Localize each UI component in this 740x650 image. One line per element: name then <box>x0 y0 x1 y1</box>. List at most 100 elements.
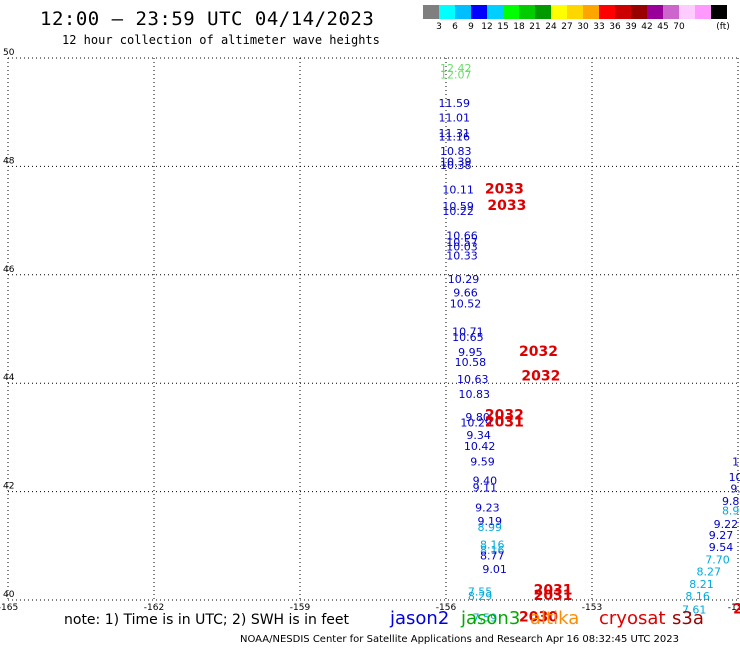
wave-height-label: 11.59 <box>439 97 471 110</box>
satellite-legend-altika: altika <box>530 608 580 629</box>
wave-height-label: 12.42 <box>440 62 472 75</box>
wave-height-label: 9.59 <box>470 456 495 469</box>
wave-height-label: 10 <box>729 471 740 484</box>
units-note: note: 1) Time is in UTC; 2) SWH is in fe… <box>64 612 350 628</box>
wave-height-label: 8.16 <box>480 539 505 552</box>
colorbar-label: 9 <box>468 22 474 32</box>
wave-height-label: 10.11 <box>442 184 474 197</box>
pass-time-label: 2032 <box>521 368 560 384</box>
wave-height-label: 8.9 <box>722 504 740 517</box>
y-tick-label: 46 <box>3 265 15 275</box>
colorbar-label: 3 <box>436 22 442 32</box>
wave-height-label: 10.83 <box>458 388 490 401</box>
wave-height-label: 9.11 <box>473 482 498 495</box>
x-tick-label: -150 <box>728 603 740 613</box>
satellite-legend-jason3: jason3 <box>461 608 521 629</box>
pass-time-label: 2033 <box>487 198 526 214</box>
wave-height-label: 10.63 <box>457 373 489 386</box>
pass-time-label: 2031 <box>485 415 524 431</box>
wave-height-label: 9.40 <box>473 475 498 488</box>
wave-height-label: 8.77 <box>480 549 505 562</box>
colorbar-label: 21 <box>529 22 541 32</box>
wave-height-label: 9.19 <box>478 515 503 528</box>
wave-height-label: 12.07 <box>440 69 472 82</box>
colorbar-label: 6 <box>452 22 458 32</box>
colorbar-label: 70 <box>673 22 685 32</box>
colorbar-label: 15 <box>497 22 509 32</box>
colorbar-label: 42 <box>641 22 653 32</box>
colorbar-unit: (ft) <box>716 22 730 32</box>
colorbar-label: 45 <box>657 22 669 32</box>
wave-height-label: 11.16 <box>439 130 471 143</box>
wave-height-label: 10.38 <box>440 159 472 172</box>
wave-height-label: 8.21 <box>689 578 714 591</box>
wave-height-label: 10.29 <box>448 273 480 286</box>
x-tick-label: -153 <box>582 603 602 613</box>
colorbar-label: 12 <box>481 22 493 32</box>
wave-height-label: 9.66 <box>453 286 478 299</box>
colorbar-swatch <box>711 5 728 19</box>
colorbar-label: 36 <box>609 22 621 32</box>
wave-height-label: 9.95 <box>458 346 483 359</box>
chart-subtitle: 12 hour collection of altimeter wave hei… <box>62 33 380 47</box>
wave-height-label: 10.59 <box>442 200 474 213</box>
y-tick-label: 44 <box>3 373 15 383</box>
wave-height-label: 7.70 <box>705 554 730 567</box>
colorbar-label: 27 <box>561 22 573 32</box>
pass-time-label: 2032 <box>519 344 558 360</box>
y-tick-label: 42 <box>3 482 14 492</box>
wave-height-label: 10.65 <box>452 331 484 344</box>
pass-time-label: 2032 <box>485 408 524 424</box>
x-tick-label: -162 <box>144 603 164 613</box>
colorbar-label: 39 <box>625 22 637 32</box>
wave-height-label: 10.29 <box>460 417 492 430</box>
wave-height-label: 9.22 <box>714 518 739 531</box>
wave-height-label: 9.01 <box>482 563 507 576</box>
chart-title: 12:00 – 23:59 UTC 04/14/2023 <box>40 8 375 30</box>
wave-height-label: 11.01 <box>439 111 471 124</box>
wave-height-label: 10.83 <box>440 145 472 158</box>
wave-height-label: 10.22 <box>442 205 474 218</box>
wave-height-label: 7.61 <box>682 604 707 617</box>
wave-height-label: 9.80 <box>465 411 490 424</box>
wave-height-label: 10.71 <box>452 326 484 339</box>
colorbar-label: 30 <box>577 22 589 32</box>
credit-line: NOAA/NESDIS Center for Satellite Applica… <box>240 634 679 645</box>
wave-height-label: 9.27 <box>709 529 734 542</box>
colorbar-label: 24 <box>545 22 557 32</box>
pass-time-label: 2033 <box>485 182 524 198</box>
wave-height-label: 8.29 <box>468 590 493 603</box>
pass-time-label: 2030 <box>519 610 558 626</box>
wave-height-label: 8.27 <box>697 566 722 579</box>
wave-height-label: 10.42 <box>464 440 496 453</box>
colorbar-label: 18 <box>513 22 525 32</box>
wave-height-label: 9. <box>730 483 740 496</box>
wave-height-label: 8.16 <box>480 544 505 557</box>
wave-height-label: 10.33 <box>446 250 478 263</box>
wave-height-label: 10.57 <box>446 236 478 249</box>
wave-height-label: 10.03 <box>446 240 478 253</box>
wave-height-label: 1 <box>732 456 739 469</box>
wave-height-label: 9.54 <box>709 541 734 554</box>
wave-height-label: 10.58 <box>455 356 487 369</box>
x-tick-label: -156 <box>436 603 457 613</box>
pass-time-label: 2031 <box>534 588 573 604</box>
satellite-legend-jason2: jason2 <box>390 608 450 629</box>
wave-height-label: 8.16 <box>685 590 710 603</box>
x-tick-label: -165 <box>0 603 18 613</box>
wave-height-label: 7.59 <box>473 612 498 625</box>
x-tick-label: -159 <box>290 603 311 613</box>
satellite-legend-cryosat: cryosat <box>599 608 666 629</box>
wave-height-label: 10.66 <box>446 230 478 243</box>
wave-height-label: 9.23 <box>475 502 500 515</box>
wave-height-label: 11.31 <box>439 127 471 140</box>
y-tick-label: 48 <box>3 156 15 166</box>
wave-height-label: 7.55 <box>468 586 493 599</box>
pass-time-label: 2031 <box>534 583 573 599</box>
y-tick-label: 50 <box>3 48 15 58</box>
wave-height-label: 10.52 <box>450 297 482 310</box>
wave-height-label: 9.8 <box>722 495 740 508</box>
colorbar-label: 33 <box>593 22 605 32</box>
wave-height-label: 9.34 <box>466 429 491 442</box>
